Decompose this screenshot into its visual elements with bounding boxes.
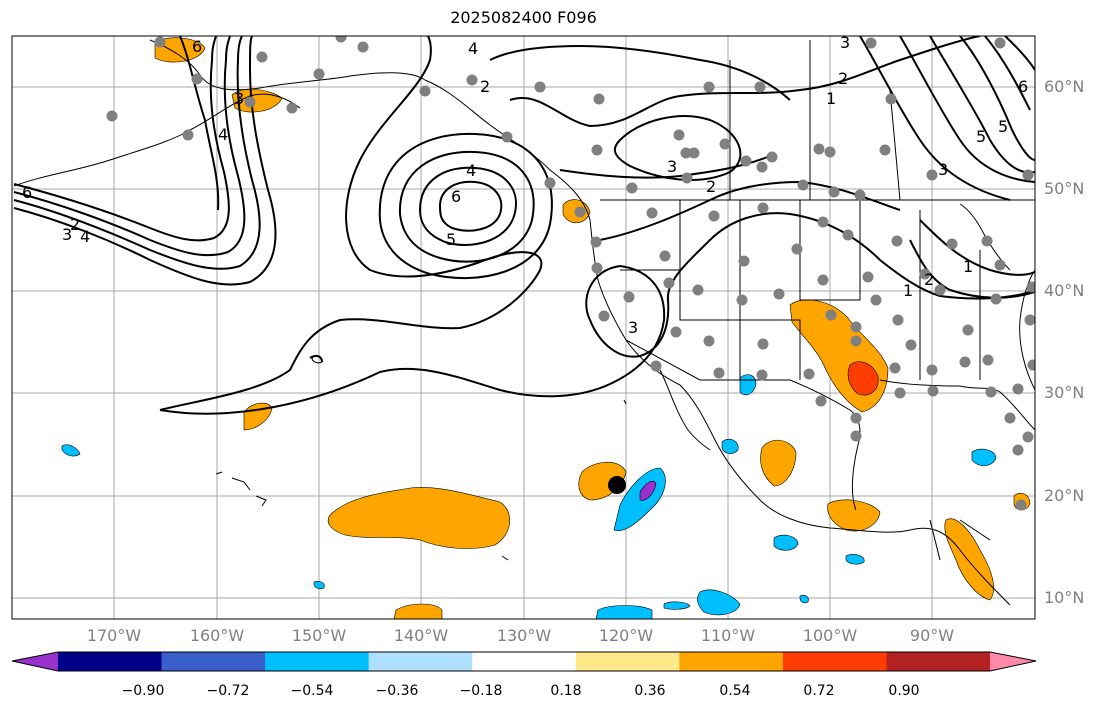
colorbar-segment [12,652,58,671]
fill-orange [154,37,206,63]
fill-blue [721,438,739,454]
fill-purple [639,480,657,501]
fill-blue [773,534,799,551]
colorbar-tick-label: 0.54 [719,683,751,699]
contour-label: 6 [1018,77,1028,96]
map-title: 2025082400 F096 [450,8,597,27]
contour-label: 2 [838,69,848,88]
colorbar-outline [11,651,1037,672]
fill-orange [760,439,797,487]
fill-blue [845,554,865,565]
fill-blue [313,580,325,590]
contour-label: 3 [840,33,850,52]
contour-label: 5 [446,230,456,249]
fill-orange [789,299,889,413]
lon-label: 160°W [189,626,245,645]
contour-label: 3 [938,160,948,179]
contour-label: 4 [218,125,228,144]
contour-labels: 6 5 4 3 2 1 6 5 4 3 2 1 3 2 1 2 3 4 5 6 … [22,33,1028,337]
lon-label: 110°W [700,626,756,645]
contour-label: 5 [976,127,986,146]
fill-orange [327,487,510,549]
contour-label: 3 [667,157,677,176]
lon-label: 140°W [393,626,449,645]
colorbar-segment [575,652,680,671]
center-marker [608,476,626,494]
colorbar-tick-label: 0.36 [634,683,666,699]
contour-label: 5 [998,117,1008,136]
filled-anomalies [61,37,1031,619]
lat-label: 50°N [1044,179,1085,198]
lon-label: 120°W [598,626,654,645]
fill-blue [595,605,653,619]
contour-label: 1 [903,281,913,300]
lat-label: 60°N [1044,77,1085,96]
fill-red [847,361,879,396]
colorbar-tick-label: −0.90 [121,683,165,699]
colorbar-segment [472,652,577,671]
contour-label: 6 [192,37,202,56]
contour-label: 4 [466,161,476,180]
colorbar-tick-label: 0.90 [888,683,920,699]
fill-blue [697,589,741,616]
contour-label: 2 [480,77,490,96]
colorbar-tick-label: −0.72 [206,683,250,699]
lat-label: 20°N [1044,486,1085,505]
colorbar-segment [161,652,266,671]
map-frame [11,35,1036,620]
contour-label: 4 [80,227,90,246]
contour-label: 3 [62,225,72,244]
contour-label: 2 [706,177,716,196]
colorbar-tick-label: −0.54 [290,683,334,699]
fill-orange [393,603,443,619]
colorbar-segment [990,652,1036,671]
fill-orange [944,518,994,601]
fill-blue [61,444,81,457]
contour-label: 2 [70,215,80,234]
colorbar-tick-label: −0.18 [459,683,503,699]
lat-label: 10°N [1044,588,1085,607]
colorbar-tick-label: 0.72 [803,683,835,699]
colorbar-segment [58,652,163,671]
colorbar-tick-label: 0.18 [550,683,582,699]
lon-label: 170°W [86,626,142,645]
colorbar [12,652,1036,671]
lon-label: 130°W [496,626,552,645]
contour-label: 3 [234,89,244,108]
colorbar-tick-label: −0.36 [375,683,419,699]
colorbar-segment [782,652,887,671]
fill-orange [827,499,881,532]
fill-blue [663,601,691,610]
colorbar-segment [368,652,473,671]
lat-label: 30°N [1044,383,1085,402]
contour-label: 1 [963,257,973,276]
colorbar-segment [886,652,991,671]
contour-label: 4 [468,39,478,58]
station-markers [106,36,1035,511]
lon-label: 90°W [909,626,955,645]
contour-label: 6 [22,183,32,202]
contour-label: 1 [826,89,836,108]
lat-label: 40°N [1044,281,1085,300]
fill-blue [971,448,997,467]
colorbar-segment [265,652,370,671]
contour-label: 2 [924,270,934,289]
contour-label: 6 [451,187,461,206]
fill-blue [739,374,757,396]
colorbar-segment [679,652,784,671]
contour-label: 3 [628,318,638,337]
fill-blue [799,594,809,604]
lon-label: 100°W [802,626,858,645]
lon-label: 150°W [291,626,347,645]
